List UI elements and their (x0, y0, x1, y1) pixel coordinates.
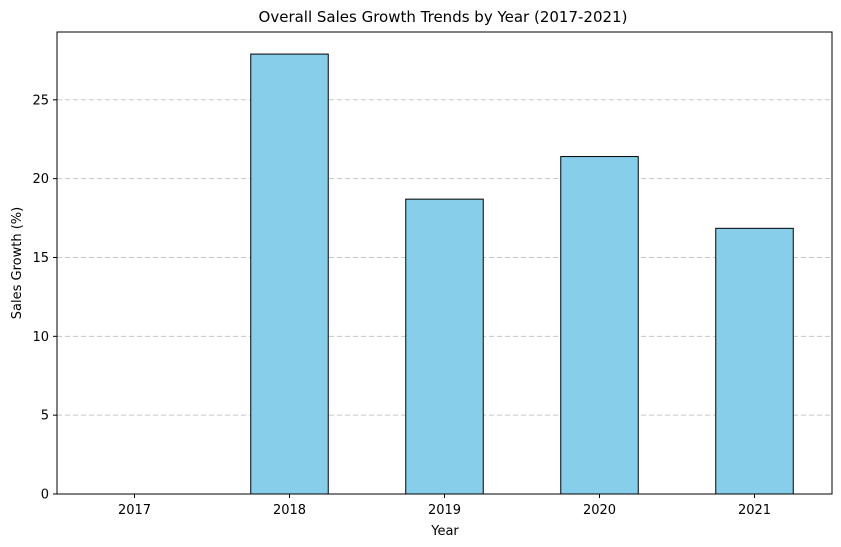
bar-2018 (250, 53, 329, 495)
chart-title: Overall Sales Growth Trends by Year (201… (259, 8, 628, 26)
y-tick-label: 20 (32, 172, 49, 187)
x-tick-label: 2019 (428, 503, 461, 518)
y-tick-label: 5 (41, 409, 49, 424)
x-tick-label: 2021 (738, 503, 771, 518)
x-tick-label: 2018 (273, 503, 306, 518)
x-tick-label: 2017 (118, 503, 151, 518)
y-tick-label: 10 (32, 330, 49, 345)
y-tick-label: 15 (32, 251, 49, 266)
y-tick-label: 25 (32, 93, 49, 108)
bar-2020 (560, 156, 639, 495)
x-tick-label: 2020 (583, 503, 616, 518)
y-tick-label: 0 (41, 488, 49, 503)
y-axis-ticks: 0 5 10 15 20 25 (32, 93, 57, 503)
x-axis-ticks: 2017 2018 2019 2020 2021 (118, 494, 771, 518)
bar-2021 (715, 227, 794, 495)
bar-2019 (405, 198, 484, 495)
x-axis-title: Year (430, 524, 459, 539)
bars (250, 53, 794, 495)
y-axis-title: Sales Growth (%) (10, 207, 25, 319)
